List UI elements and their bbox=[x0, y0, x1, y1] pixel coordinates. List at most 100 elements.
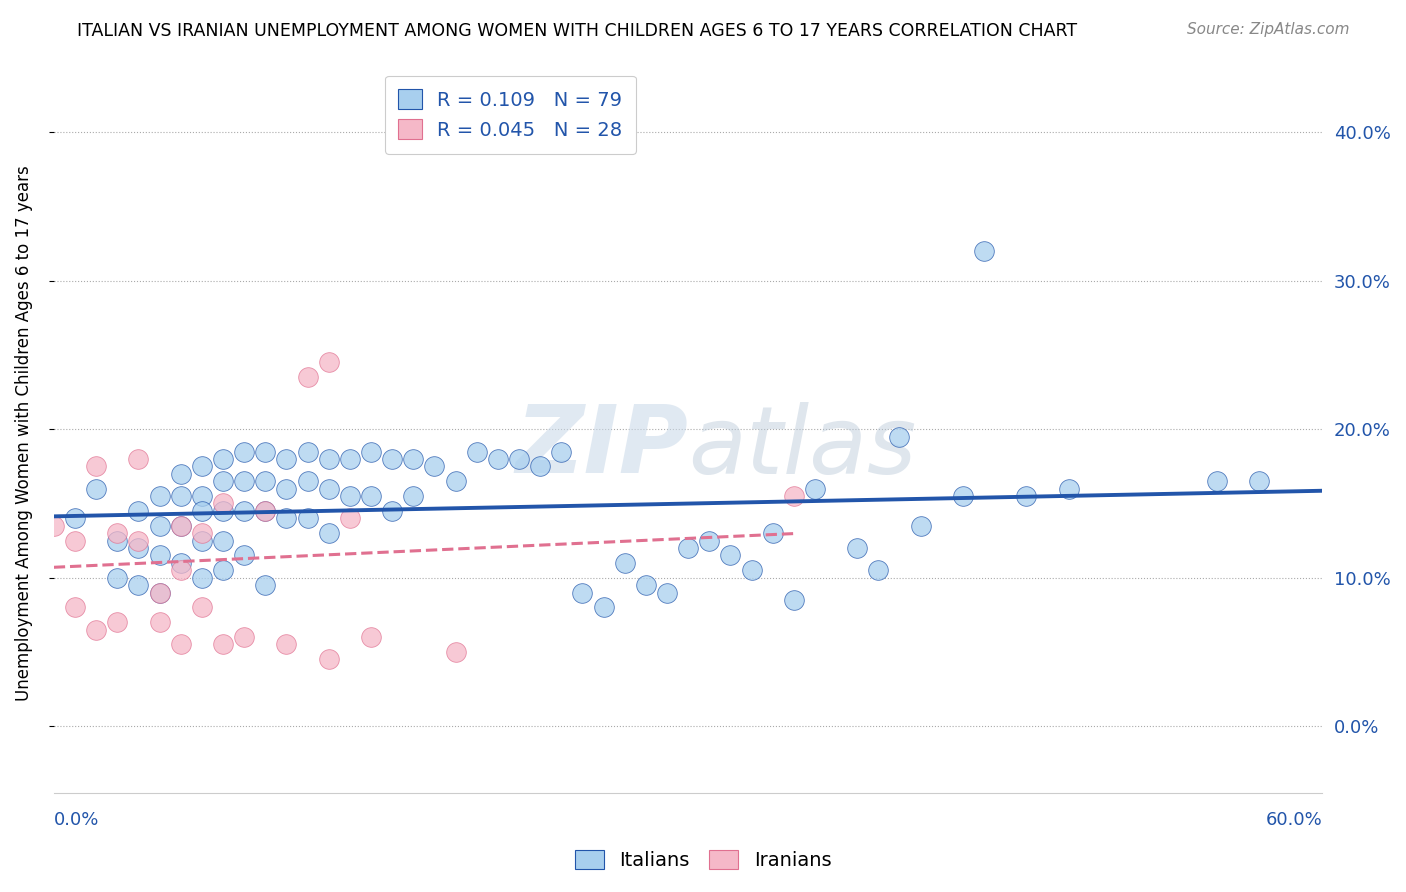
Point bbox=[655, 585, 678, 599]
Text: ITALIAN VS IRANIAN UNEMPLOYMENT AMONG WOMEN WITH CHILDREN AGES 6 TO 17 YEARS COR: ITALIAN VS IRANIAN UNEMPLOYMENT AMONG WO… bbox=[77, 22, 1077, 40]
Point bbox=[444, 474, 467, 488]
Point bbox=[318, 355, 340, 369]
Point bbox=[297, 444, 319, 458]
Point bbox=[84, 459, 107, 474]
Point bbox=[613, 556, 636, 570]
Point bbox=[191, 533, 214, 548]
Point bbox=[339, 511, 361, 525]
Point bbox=[233, 630, 256, 644]
Legend: Italians, Iranians: Italians, Iranians bbox=[567, 842, 839, 878]
Point bbox=[276, 452, 298, 467]
Text: 60.0%: 60.0% bbox=[1265, 811, 1322, 829]
Point bbox=[148, 585, 170, 599]
Text: 0.0%: 0.0% bbox=[53, 811, 100, 829]
Point bbox=[84, 623, 107, 637]
Point bbox=[233, 549, 256, 563]
Point bbox=[191, 459, 214, 474]
Point bbox=[254, 504, 277, 518]
Point bbox=[846, 541, 869, 555]
Point bbox=[233, 474, 256, 488]
Point bbox=[191, 571, 214, 585]
Point bbox=[212, 504, 235, 518]
Point bbox=[127, 578, 149, 592]
Point bbox=[170, 638, 193, 652]
Point bbox=[783, 593, 806, 607]
Point bbox=[360, 444, 382, 458]
Point bbox=[634, 578, 657, 592]
Point bbox=[592, 600, 614, 615]
Legend: R = 0.109   N = 79, R = 0.045   N = 28: R = 0.109 N = 79, R = 0.045 N = 28 bbox=[385, 76, 636, 153]
Point bbox=[339, 452, 361, 467]
Point bbox=[170, 556, 193, 570]
Point bbox=[1205, 474, 1227, 488]
Point bbox=[212, 563, 235, 577]
Point bbox=[889, 430, 911, 444]
Point bbox=[762, 526, 785, 541]
Point bbox=[783, 489, 806, 503]
Point bbox=[170, 518, 193, 533]
Point bbox=[105, 571, 128, 585]
Point bbox=[697, 533, 720, 548]
Point bbox=[127, 533, 149, 548]
Point bbox=[973, 244, 995, 259]
Point bbox=[191, 600, 214, 615]
Y-axis label: Unemployment Among Women with Children Ages 6 to 17 years: Unemployment Among Women with Children A… bbox=[15, 165, 32, 701]
Point bbox=[718, 549, 741, 563]
Point bbox=[148, 489, 170, 503]
Point bbox=[297, 511, 319, 525]
Point bbox=[423, 459, 446, 474]
Point bbox=[105, 615, 128, 630]
Point bbox=[170, 467, 193, 481]
Point bbox=[148, 549, 170, 563]
Point bbox=[212, 638, 235, 652]
Text: ZIP: ZIP bbox=[515, 401, 688, 493]
Point bbox=[212, 496, 235, 510]
Point bbox=[212, 452, 235, 467]
Point bbox=[84, 482, 107, 496]
Point bbox=[910, 518, 932, 533]
Point bbox=[191, 489, 214, 503]
Point bbox=[63, 600, 86, 615]
Point bbox=[276, 482, 298, 496]
Point bbox=[42, 518, 65, 533]
Point bbox=[508, 452, 530, 467]
Point bbox=[318, 526, 340, 541]
Point bbox=[529, 459, 551, 474]
Point bbox=[127, 541, 149, 555]
Point bbox=[339, 489, 361, 503]
Point bbox=[191, 526, 214, 541]
Point bbox=[571, 585, 593, 599]
Point bbox=[105, 526, 128, 541]
Point bbox=[170, 563, 193, 577]
Point bbox=[63, 533, 86, 548]
Point bbox=[1057, 482, 1080, 496]
Point bbox=[233, 504, 256, 518]
Point bbox=[676, 541, 699, 555]
Point bbox=[63, 511, 86, 525]
Point bbox=[486, 452, 509, 467]
Point bbox=[297, 370, 319, 384]
Point bbox=[148, 615, 170, 630]
Point bbox=[1247, 474, 1270, 488]
Point bbox=[233, 444, 256, 458]
Point bbox=[318, 652, 340, 666]
Point bbox=[465, 444, 488, 458]
Point bbox=[318, 452, 340, 467]
Point bbox=[148, 585, 170, 599]
Point bbox=[804, 482, 827, 496]
Point bbox=[381, 504, 404, 518]
Point bbox=[170, 518, 193, 533]
Point bbox=[740, 563, 762, 577]
Point bbox=[105, 533, 128, 548]
Point bbox=[212, 474, 235, 488]
Point bbox=[444, 645, 467, 659]
Point bbox=[254, 504, 277, 518]
Point bbox=[360, 630, 382, 644]
Point bbox=[402, 489, 425, 503]
Point bbox=[254, 578, 277, 592]
Point bbox=[254, 474, 277, 488]
Point bbox=[360, 489, 382, 503]
Point bbox=[127, 452, 149, 467]
Point bbox=[952, 489, 974, 503]
Text: atlas: atlas bbox=[688, 402, 917, 493]
